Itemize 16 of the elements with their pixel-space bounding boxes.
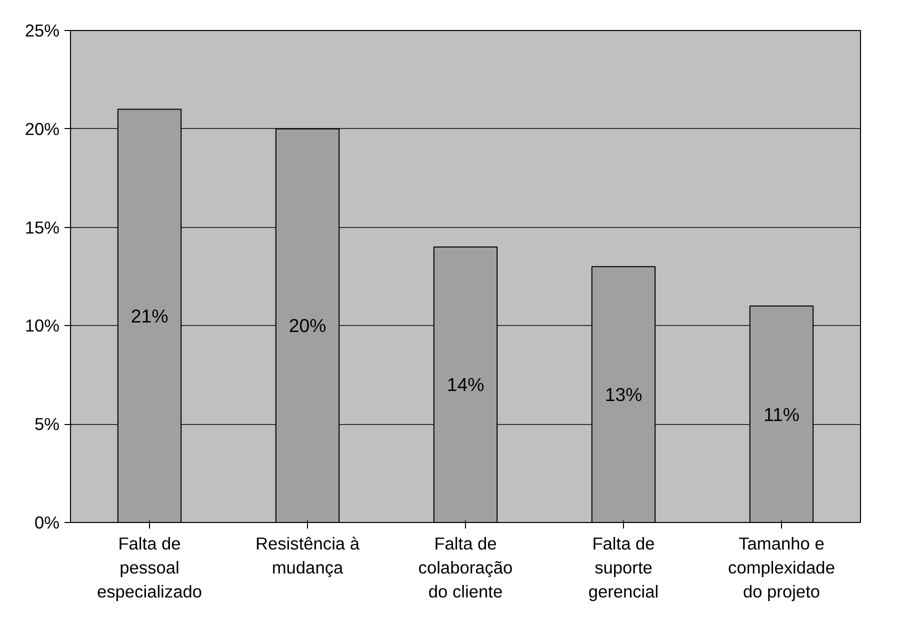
x-tick-label: Falta de colaboração do cliente <box>418 534 513 602</box>
data-label: 11% <box>764 404 800 425</box>
x-tick-label: Resistência à mudança <box>255 534 360 578</box>
data-label: 21% <box>130 305 168 326</box>
y-tick-label: 0% <box>34 512 60 532</box>
x-tick-label: Falta de suporte gerencial <box>588 534 659 602</box>
y-tick-label: 15% <box>24 217 60 238</box>
y-tick-label: 5% <box>34 414 60 434</box>
y-tick-label: 25% <box>24 20 60 40</box>
x-tick-label: Tamanho e complexidade do projeto <box>728 534 835 602</box>
x-tick-label: Falta de pessoal especializado <box>97 534 202 602</box>
y-tick-label: 10% <box>24 316 60 336</box>
data-label: 20% <box>288 315 326 336</box>
y-tick-label: 20% <box>24 118 60 139</box>
data-label: 14% <box>446 374 484 396</box>
data-label: 13% <box>604 384 642 406</box>
